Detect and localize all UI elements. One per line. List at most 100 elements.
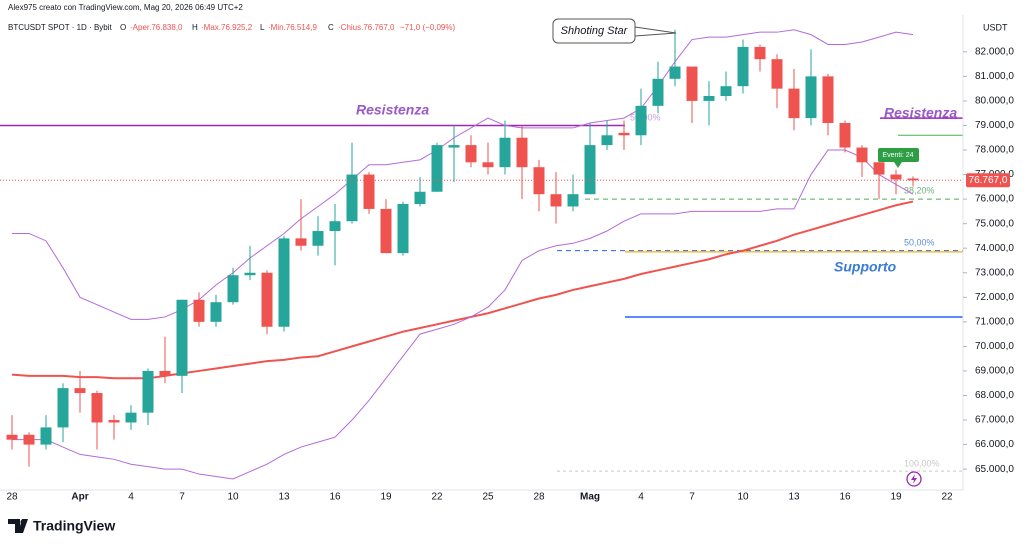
event-pointer [894,162,902,168]
brand-name: TradingView [33,518,115,534]
candle-body [142,370,154,413]
candle-body [57,388,69,428]
candle-body [244,272,256,276]
annotation: Resistenza [356,102,429,118]
ohlc-key: L [260,23,265,32]
x-tick-label: 10 [737,492,749,503]
ohlc-value: ·Aper.76.838,0 [130,23,183,32]
x-tick-label: 10 [227,492,239,503]
candle-body [635,105,647,136]
candle-body [210,302,222,322]
y-tick-label: 70.000,0 [975,341,1014,352]
candle-body [533,167,545,195]
change: −71,0 (−0,09%) [400,23,455,32]
candle-body [261,272,273,327]
brand-logo-dot [20,519,26,525]
x-tick-label: 4 [128,492,134,503]
candle-body [40,427,52,445]
y-tick-label: 79.000,0 [975,120,1014,131]
last-price-box [966,173,1010,188]
fib-label: 100,00% [904,458,940,468]
candle-body [499,137,511,168]
candle-body [516,137,528,168]
y-tick-label: 66.000,0 [975,439,1014,450]
y-tick-label: 69.000,0 [975,366,1014,377]
y-tick-label: 71.000,0 [975,316,1014,327]
candle-body [176,299,188,376]
x-tick-label: Mag [580,492,600,503]
candle-body [737,46,749,87]
candle-body [754,46,766,60]
candle-body [601,135,613,146]
candle-body [227,275,239,303]
candle-body [108,420,120,423]
candle-body [703,96,715,101]
event-icon-bolt[interactable] [911,474,917,484]
x-tick-label: 19 [890,492,902,503]
x-tick-label: 7 [689,492,695,503]
candle-body [312,231,324,246]
callout: Shhoting Star [552,18,677,44]
candle-body [431,145,443,192]
x-tick-label: 25 [482,492,494,503]
currency: USDT [983,22,1008,32]
y-tick-label: 73.000,0 [975,267,1014,278]
candle-body [397,204,409,254]
candle-body [6,434,18,440]
candle-body [822,76,834,124]
indicator-line [12,29,914,320]
legend: BTCUSDT SPOT · 1D · Bybit O ·Aper.76.838… [8,23,455,32]
fib-label: 38,20% [904,185,935,195]
candle-body [686,66,698,101]
brand: TradingView [8,518,115,534]
ohlc-key: H [192,23,198,32]
event-icon[interactable] [906,471,922,487]
candle-body [193,299,205,322]
candle-body [295,238,307,246]
candle-body [720,86,732,97]
ohlc-key: C [328,23,334,32]
candle-body [788,88,800,119]
event-box [878,148,919,162]
candle-body [91,393,103,423]
candle-body [74,388,86,394]
y-tick-label: 68.000,0 [975,390,1014,401]
candle-body [567,194,579,207]
candle-body [652,78,664,106]
last-price-label: 76.767,0 [969,175,1008,186]
y-tick-label: 65.000,0 [975,464,1014,475]
candle-body [159,370,171,376]
y-tick-label: 75.000,0 [975,218,1014,229]
annotation: Supporto [834,259,897,275]
candle-body [550,194,562,207]
candle-body [805,76,817,119]
indicator-line [11,200,914,380]
candle-body [329,221,341,232]
callout-box [552,18,636,44]
candle-body [414,191,426,205]
credit: Alex975 creato con TradingView.com, Mag … [8,3,243,12]
x-tick-label: 7 [179,492,185,503]
candle-body [346,174,358,222]
candle-body [618,132,630,136]
x-tick-label: 16 [329,492,341,503]
callout-text: Shhoting Star [561,25,629,37]
candle-body [873,162,885,175]
candle-body [669,66,681,79]
ohlc-value: ·Min.76.514,9 [268,23,317,32]
symbol: BTCUSDT SPOT · 1D · Bybit [8,23,113,32]
x-tick-label: 22 [431,492,443,503]
x-tick-label: 4 [638,492,644,503]
ohlc-value: ·Chius.76.767,0 [338,23,395,32]
levels [0,117,963,472]
candle-body [907,178,919,181]
y-tick-label: 82.000,0 [975,46,1014,57]
ohlc-key: O [120,23,126,32]
candle-body [23,434,35,445]
y-tick-label: 78.000,0 [975,145,1014,156]
candle-body [278,238,290,327]
indicator-line [12,149,914,480]
candle-body [125,412,137,423]
